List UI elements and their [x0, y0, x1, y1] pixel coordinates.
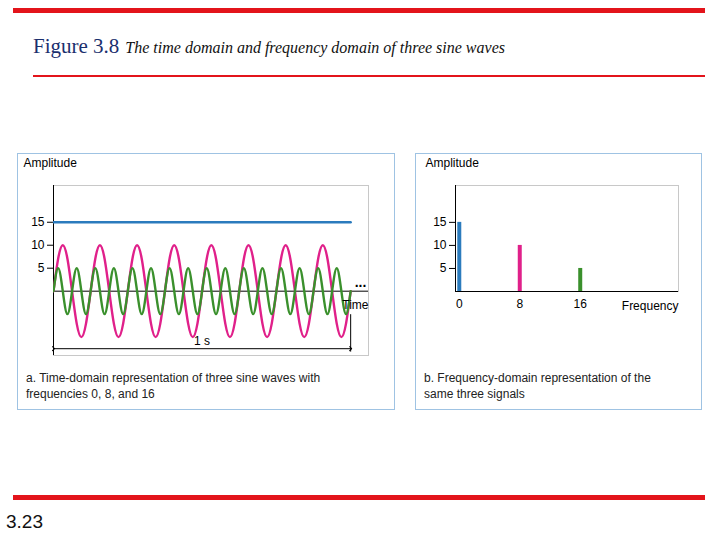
svg-text:8: 8	[516, 297, 523, 311]
svg-text:5: 5	[38, 261, 45, 275]
svg-text:16: 16	[574, 297, 588, 311]
svg-text:15: 15	[433, 215, 447, 229]
svg-text:1 s: 1 s	[194, 334, 210, 348]
html-text:a. Time-domain representation: a. Time-domain representation of three s…	[26, 371, 321, 401]
svg-text:10: 10	[31, 238, 45, 252]
html-text:b. Frequency-domain representa: b. Frequency-domain representation of th…	[424, 371, 651, 401]
svg-text:10: 10	[433, 238, 447, 252]
svg-text:5: 5	[440, 261, 447, 275]
svg-text:Amplitude: Amplitude	[24, 156, 78, 170]
svg-text:...: ...	[355, 274, 367, 290]
html-text:3.23: 3.23	[6, 511, 43, 532]
svg-text:Time: Time	[342, 298, 369, 312]
svg-text:Amplitude: Amplitude	[426, 156, 480, 170]
svg-text:0: 0	[456, 297, 463, 311]
svg-text:Frequency: Frequency	[622, 299, 679, 313]
svg-text:15: 15	[31, 215, 45, 229]
html-text:Figure 3.8 The time domain and: Figure 3.8 The time domain and frequency…	[33, 34, 505, 58]
